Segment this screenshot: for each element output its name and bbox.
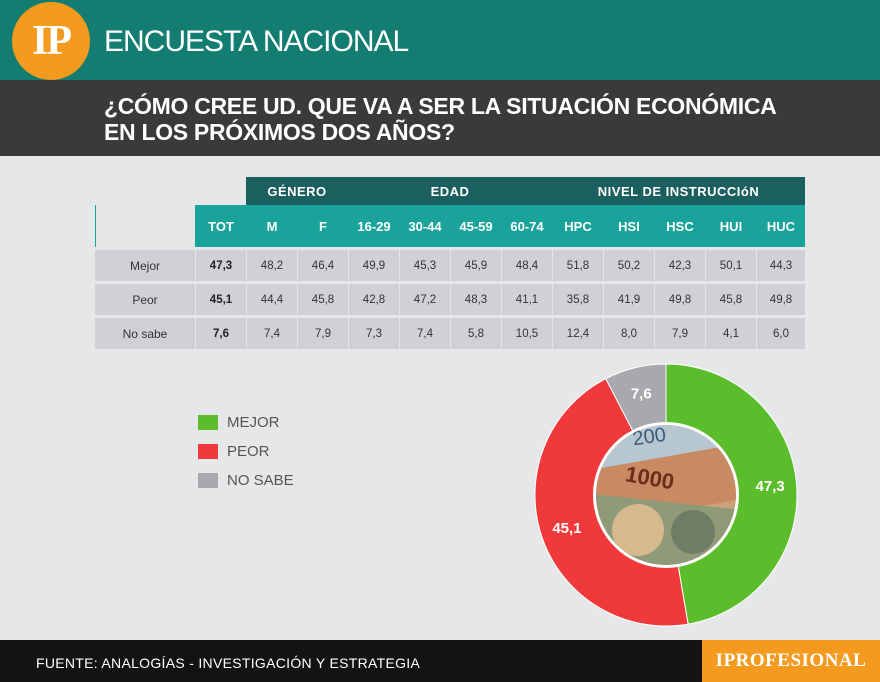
- table-row-no-sabe: No sabe 7,6 7,4 7,9 7,3 7,4 5,8 10,5 12,…: [95, 318, 805, 349]
- table-cell: 45,9: [450, 250, 501, 281]
- col-header-m: M: [246, 205, 297, 247]
- table-cell: 46,4: [297, 250, 348, 281]
- legend-item-mejor: MEJOR: [198, 408, 294, 437]
- legend-label: PEOR: [227, 443, 270, 460]
- table-cell: 7,6: [195, 318, 246, 349]
- legend-label: MEJOR: [227, 414, 280, 431]
- footer-bar: FUENTE: ANALOGÍAS - INVESTIGACIÓN Y ESTR…: [0, 640, 880, 682]
- table-row-peor: Peor 45,1 44,4 45,8 42,8 47,2 48,3 41,1 …: [95, 284, 805, 315]
- row-label: Peor: [95, 284, 195, 315]
- table-cell: 45,3: [399, 250, 450, 281]
- table-cell: 6,0: [756, 318, 805, 349]
- data-label-peor: 45,1: [552, 520, 581, 537]
- question-line-1: ¿CÓMO CREE UD. QUE VA A SER LA SITUACIÓN…: [104, 93, 777, 119]
- table-row-mejor: Mejor 47,3 48,2 46,4 49,9 45,3 45,9 48,4…: [95, 250, 805, 281]
- table-cell: 45,8: [705, 284, 756, 315]
- table-cell: 12,4: [552, 318, 603, 349]
- group-header-edad: EDAD: [348, 177, 552, 205]
- col-header-huc: HUC: [756, 205, 805, 247]
- legend-label: NO SABE: [227, 472, 294, 489]
- row-label: No sabe: [95, 318, 195, 349]
- table-cell: 48,4: [501, 250, 552, 281]
- table-cell: 47,2: [399, 284, 450, 315]
- table-cell: 35,8: [552, 284, 603, 315]
- header-bar: IP ENCUESTA NACIONAL: [0, 0, 880, 80]
- table-cell: 50,2: [603, 250, 654, 281]
- row-label: Mejor: [95, 250, 195, 281]
- col-header-f: F: [297, 205, 348, 247]
- table-cell: 10,5: [501, 318, 552, 349]
- question-line-2: EN LOS PRÓXIMOS DOS AÑOS?: [104, 119, 455, 145]
- table-cell: 47,3: [195, 250, 246, 281]
- legend-swatch-peor: [198, 444, 218, 459]
- col-header-hui: HUI: [705, 205, 756, 247]
- legend-item-no-sabe: NO SABE: [198, 466, 294, 495]
- table-cell: 48,3: [450, 284, 501, 315]
- col-header-60-74: 60-74: [501, 205, 552, 247]
- table-cell: 48,2: [246, 250, 297, 281]
- data-label-mejor: 47,3: [756, 478, 785, 495]
- table-cell: 42,3: [654, 250, 705, 281]
- table-cell: 8,0: [603, 318, 654, 349]
- table-cell: 44,3: [756, 250, 805, 281]
- table-cell: 45,8: [297, 284, 348, 315]
- col-header-hsc: HSC: [654, 205, 705, 247]
- question-text: ¿CÓMO CREE UD. QUE VA A SER LA SITUACIÓN…: [104, 93, 864, 145]
- legend-swatch-no-sabe: [198, 473, 218, 488]
- legend-swatch-mejor: [198, 415, 218, 430]
- header-title: ENCUESTA NACIONAL: [104, 25, 409, 58]
- table-cell: 5,8: [450, 318, 501, 349]
- col-header-tot: TOT: [195, 205, 246, 247]
- col-header-45-59: 45-59: [450, 205, 501, 247]
- banknotes-photo: 200 1000: [596, 425, 736, 565]
- table-cell: 7,4: [399, 318, 450, 349]
- table-cell: 7,3: [348, 318, 399, 349]
- table-cell: 7,4: [246, 318, 297, 349]
- table-cell: 42,8: [348, 284, 399, 315]
- table-cell: 41,1: [501, 284, 552, 315]
- table-cell: 7,9: [297, 318, 348, 349]
- legend-item-peor: PEOR: [198, 437, 294, 466]
- results-table: GÉNERO EDAD NIVEL DE INSTRUCCIóN TOT M F…: [95, 177, 805, 349]
- table-cell: 44,4: [246, 284, 297, 315]
- col-header-hpc: HPC: [552, 205, 603, 247]
- iprofesional-brand-logo[interactable]: IPROFESIONAL: [702, 640, 880, 682]
- col-header-30-44: 30-44: [399, 205, 450, 247]
- source-text: FUENTE: ANALOGÍAS - INVESTIGACIÓN Y ESTR…: [36, 655, 421, 671]
- table-cell: 49,8: [654, 284, 705, 315]
- ip-logo[interactable]: IP: [12, 2, 90, 80]
- group-header-instruccion: NIVEL DE INSTRUCCIóN: [552, 177, 805, 205]
- table-cell: 7,9: [654, 318, 705, 349]
- donut-chart: 200 1000 47,3 45,1 7,6: [534, 363, 798, 627]
- table-cell: 41,9: [603, 284, 654, 315]
- table-cell: 45,1: [195, 284, 246, 315]
- data-label-no-sabe: 7,6: [631, 385, 652, 402]
- legend: MEJOR PEOR NO SABE: [198, 408, 294, 495]
- question-banner: ¿CÓMO CREE UD. QUE VA A SER LA SITUACIÓN…: [0, 80, 880, 156]
- group-header-genero: GÉNERO: [246, 177, 348, 205]
- col-header-hsi: HSI: [603, 205, 654, 247]
- table-cell: 50,1: [705, 250, 756, 281]
- table-cell: 49,8: [756, 284, 805, 315]
- table-cell: 51,8: [552, 250, 603, 281]
- table-cell: 49,9: [348, 250, 399, 281]
- col-header-16-29: 16-29: [348, 205, 399, 247]
- table-cell: 4,1: [705, 318, 756, 349]
